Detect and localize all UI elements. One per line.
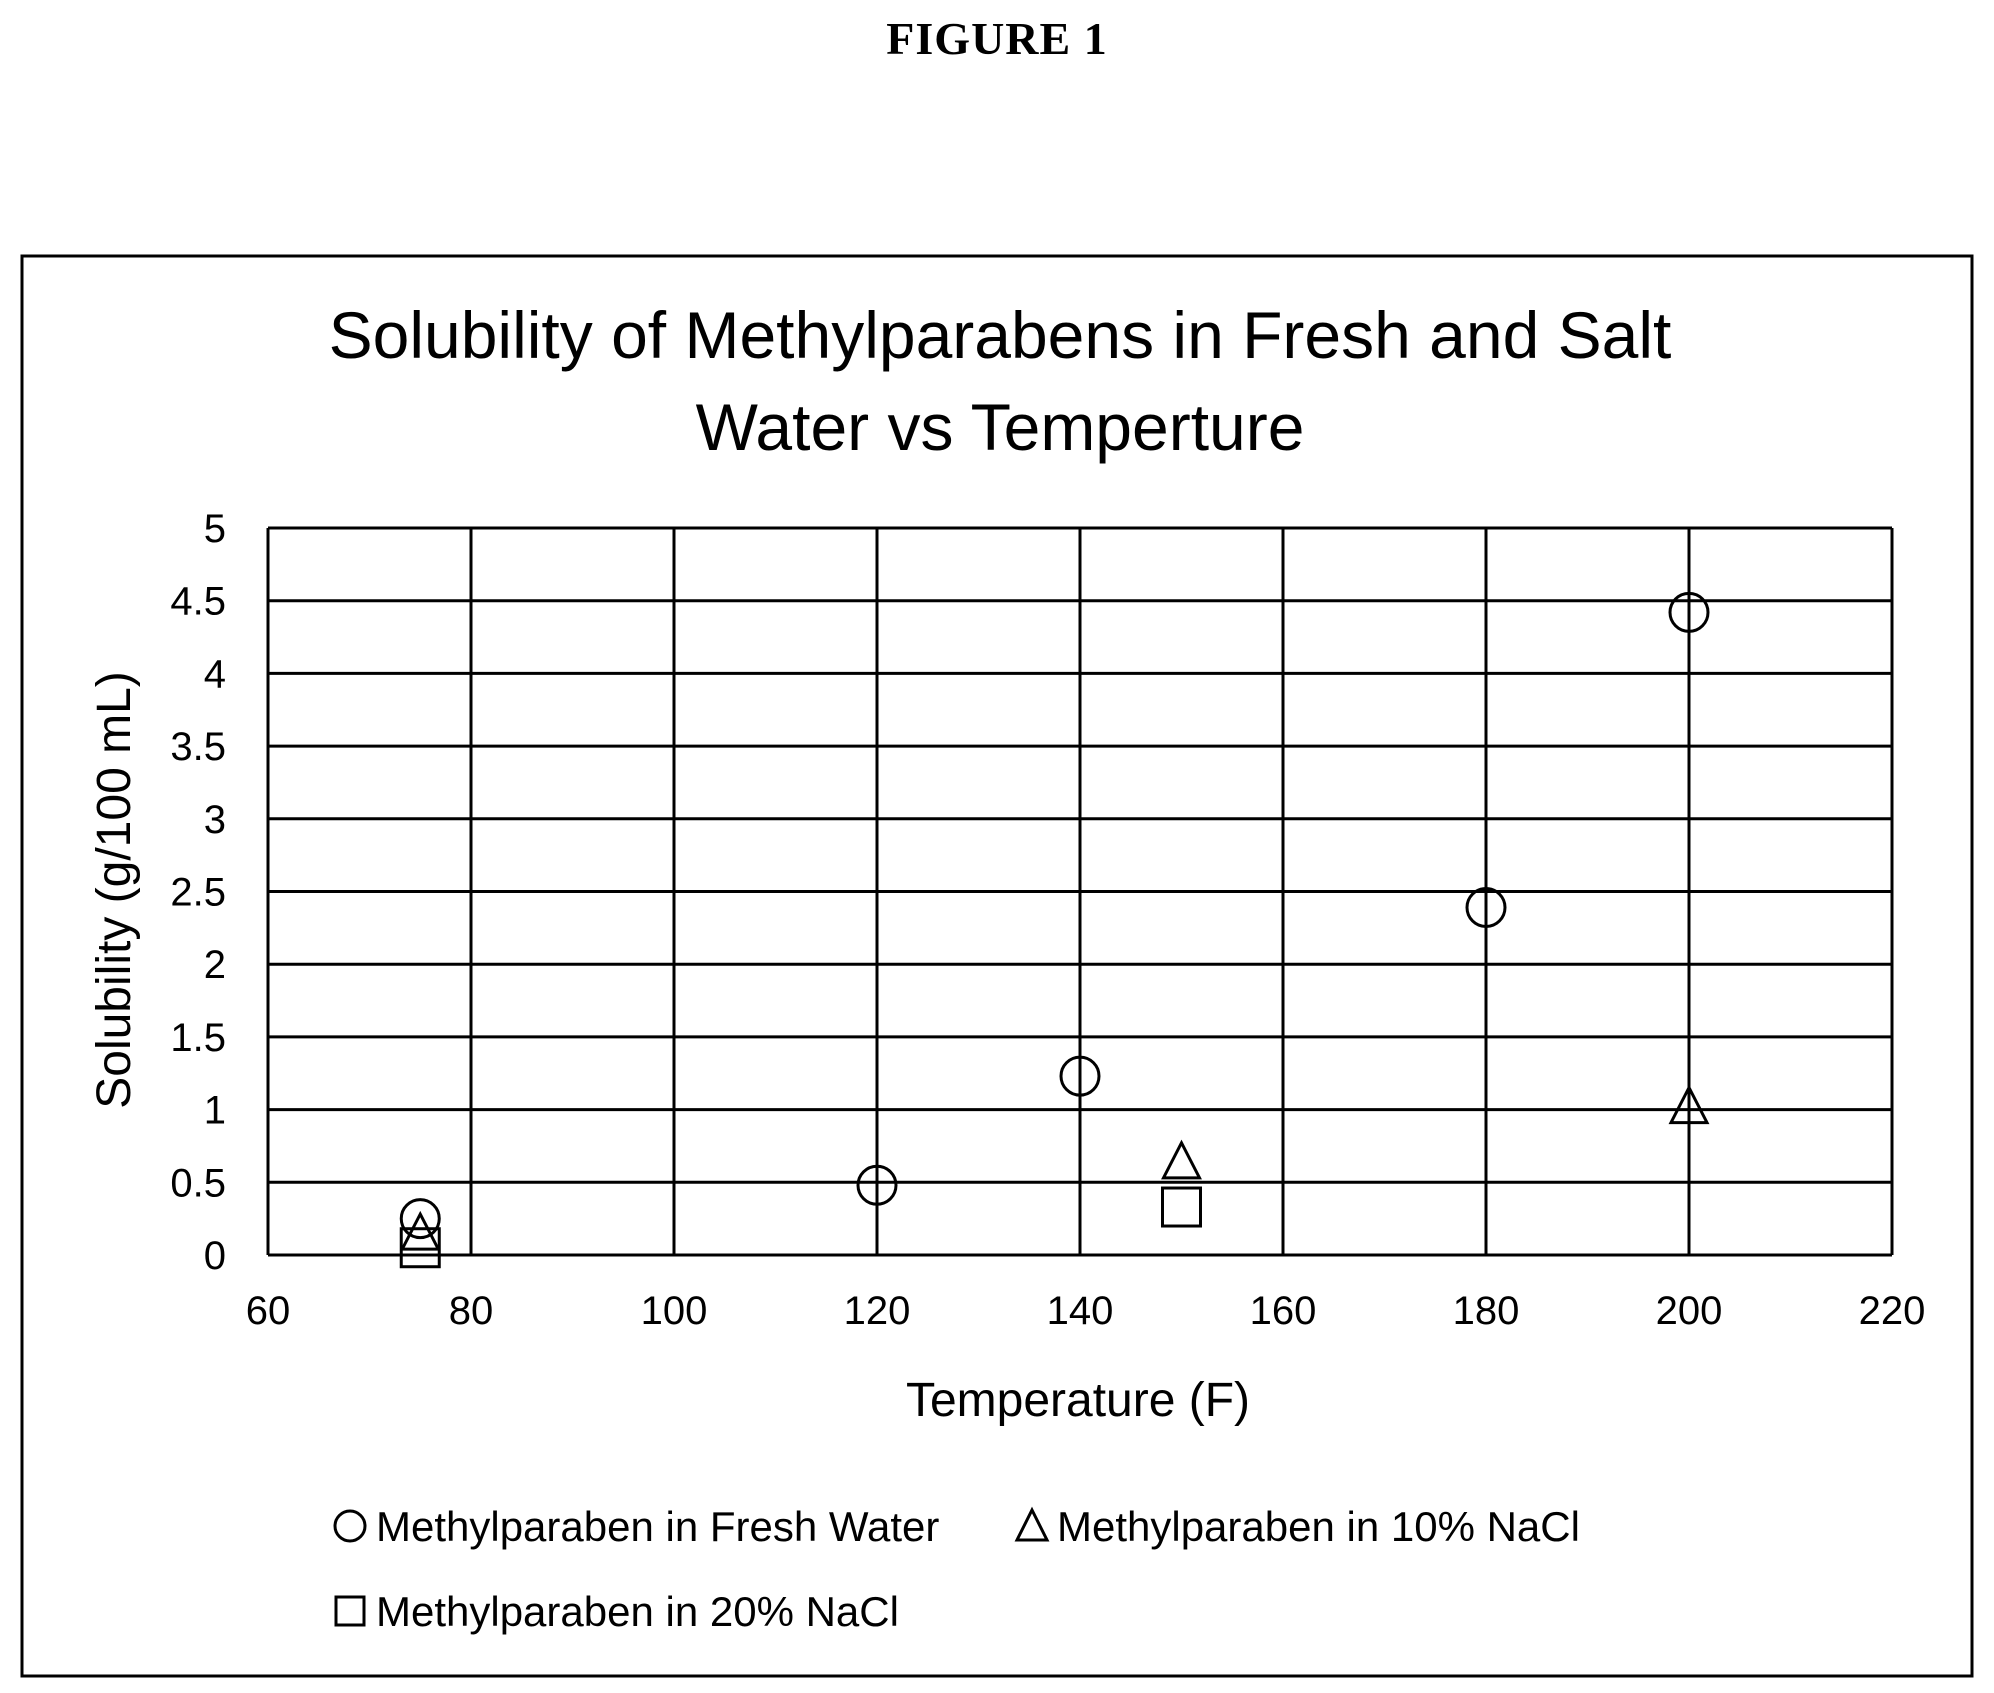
x-tick-label: 160 [1250,1289,1317,1333]
data-point-circle [1668,591,1710,633]
y-axis-label: Solubility (g/100 mL) [88,671,141,1109]
legend: Methylparaben in Fresh Water Methylparab… [333,1503,1580,1635]
legend-circle-marker [333,1509,367,1543]
x-tick-label: 200 [1656,1289,1723,1333]
chart-frame [20,254,1974,1678]
y-tick-label: 5 [204,507,226,551]
y-tick-label: 1.5 [170,1016,226,1060]
x-tick-label: 180 [1453,1289,1520,1333]
x-tick-label: 60 [246,1289,291,1333]
y-tick-label: 1 [204,1089,226,1133]
legend-triangle-marker [1014,1506,1050,1542]
data-point-triangle [399,1210,441,1251]
chart-title-line-2: Water vs Temperture [696,390,1305,464]
y-tick-label: 3.5 [170,725,226,769]
data-point-triangle [1161,1139,1202,1180]
grid [266,526,1894,1257]
tick-labels: 0 0.5 1 1.5 2 2.5 3 3.5 4 4.5 5 60 80 100 120 140 160 180… [170,507,1925,1333]
y-tick-label: 2.5 [170,871,226,915]
data-point-triangle [1668,1084,1710,1125]
x-axis-label: Temperature (F) [906,1374,1250,1427]
chart-title-line-1: Solubility of Methylparabens in Fresh an… [329,298,1672,372]
data-point-circle [856,1164,898,1206]
x-tick-label: 140 [1047,1289,1114,1333]
data-point-circle [1059,1055,1101,1097]
y-tick-label: 0.5 [170,1161,226,1205]
legend-square-marker [334,1595,366,1627]
y-tick-label: 0 [204,1234,226,1278]
x-tick-label: 80 [449,1289,494,1333]
x-tick-label: 100 [641,1289,708,1333]
data-point-circle [399,1198,441,1240]
y-tick-label: 2 [204,943,226,987]
data-point-square [399,1227,441,1269]
legend-label-fresh-water: Methylparaben in Fresh Water [376,1503,939,1550]
y-tick-label: 4.5 [170,580,226,624]
y-tick-label: 4 [204,652,226,696]
legend-label-20-nacl: Methylparaben in 20% NaCl [376,1588,899,1635]
legend-label-10-nacl: Methylparaben in 10% NaCl [1057,1503,1580,1550]
x-tick-label: 220 [1859,1289,1926,1333]
x-tick-label: 120 [844,1289,911,1333]
data-point-square [1161,1186,1202,1228]
data-point-circle [1465,886,1507,928]
data-markers [399,591,1710,1269]
figure-label: FIGURE 1 [886,13,1108,64]
y-tick-label: 3 [204,798,226,842]
